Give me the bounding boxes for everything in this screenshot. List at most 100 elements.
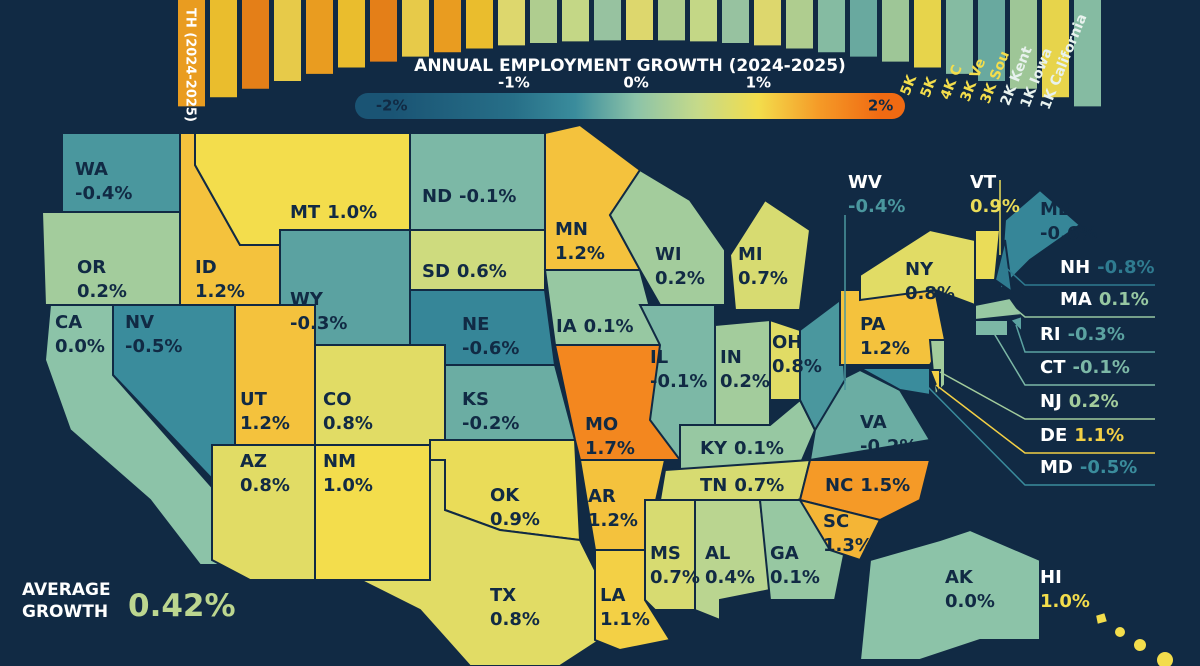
leader-line [935, 384, 1155, 454]
state-code: ND [422, 186, 452, 207]
state-value: 0.0% [945, 591, 995, 612]
state-code: NE [462, 314, 489, 335]
state-code: MI [738, 244, 763, 265]
decor-bar [498, 0, 525, 46]
state-value: 1.1% [1074, 425, 1124, 446]
state-code: WA [75, 159, 108, 180]
state-code: PA [860, 314, 886, 335]
state-value: -0.1% [459, 186, 516, 207]
state-shape [758, 499, 847, 601]
top-axis-label: TH (2024-2025) [183, 8, 198, 122]
state-value: -0.1% [650, 371, 707, 392]
state-code: TN [700, 475, 727, 496]
state-code: AK [945, 567, 974, 588]
state-value: 0.1% [584, 316, 634, 337]
state-value: 0.2% [655, 268, 705, 289]
decor-bar [210, 0, 237, 98]
decor-bar [978, 0, 1005, 81]
state-code: UT [240, 389, 268, 410]
state-shape [728, 198, 812, 311]
state-code: AR [588, 486, 616, 507]
state-code: OK [490, 485, 520, 506]
state-value: 1.5% [860, 475, 910, 496]
state-value: 0.7% [734, 475, 784, 496]
state-code: GA [770, 543, 799, 564]
state-code: KS [462, 389, 489, 410]
decor-bar [690, 0, 717, 42]
decor-bar [434, 0, 461, 53]
state-value: 0.4% [705, 567, 755, 588]
decor-bar [274, 0, 301, 81]
decor-bar [338, 0, 365, 68]
decor-bar [626, 0, 653, 40]
state-value: 1.7% [585, 438, 635, 459]
state-shape [359, 459, 601, 666]
decor-bar [594, 0, 621, 41]
state-code: TX [490, 585, 516, 606]
decor-bar [754, 0, 781, 46]
state-value: 0.1% [1099, 289, 1149, 310]
state-value: -0.2% [462, 413, 519, 434]
decor-bar [1074, 0, 1101, 107]
state-code: MD [1040, 457, 1073, 478]
state-value: 1.2% [240, 413, 290, 434]
state-value: -0.3% [290, 313, 347, 334]
decor-bar [946, 0, 973, 74]
state-code: KY [700, 438, 728, 459]
decor-bar [882, 0, 909, 62]
island [1134, 639, 1146, 651]
state-value: 0.8% [772, 356, 822, 377]
state-value: 1.0% [1040, 591, 1090, 612]
state-code: ID [195, 257, 217, 278]
state-code: MS [650, 543, 681, 564]
state-value: 0.2% [77, 281, 127, 302]
state-value: 1.2% [195, 281, 245, 302]
top-bar-label: 5K [918, 74, 941, 100]
state-value: 1.0% [327, 202, 377, 223]
state-value: 0.9% [970, 196, 1020, 217]
state-value: -0.6% [462, 338, 519, 359]
legend-tick-label: 0% [623, 74, 648, 92]
state-value: 0.0% [55, 336, 105, 357]
state-shape [858, 528, 1041, 661]
state-value: 1.2% [588, 510, 638, 531]
state-value: -0.6% [1040, 223, 1097, 244]
state-shape [859, 367, 931, 397]
state-value: 0.2% [720, 371, 770, 392]
state-code: NY [905, 259, 934, 280]
legend-bar [355, 93, 905, 119]
state-code: VT [970, 172, 997, 193]
decor-bar [914, 0, 941, 68]
state-value: -0.3% [1068, 324, 1125, 345]
state-value: -0.8% [1097, 257, 1154, 278]
state-value: 0.2% [1069, 391, 1119, 412]
island [1115, 627, 1125, 637]
state-shape [211, 444, 316, 581]
state-shape [798, 459, 932, 522]
state-shape [644, 499, 696, 611]
state-code: ME [1040, 199, 1070, 220]
leader-line [1011, 305, 1155, 318]
state-code: HI [1040, 567, 1062, 588]
state-code: WV [848, 172, 882, 193]
state-code: AL [705, 543, 730, 564]
legend-tick-label: 2% [868, 97, 893, 115]
state-value: -0.5% [1080, 457, 1137, 478]
state-shape [974, 319, 1009, 337]
decor-bar [466, 0, 493, 49]
state-value: 0.8% [323, 413, 373, 434]
state-value: -0.4% [75, 183, 132, 204]
leader-line [939, 371, 1155, 420]
decor-bar [242, 0, 269, 89]
state-value: 0.8% [240, 475, 290, 496]
state-value: 0.9% [490, 509, 540, 530]
state-value: 1.2% [555, 243, 605, 264]
state-code: RI [1040, 324, 1061, 345]
leader-line [924, 383, 1155, 486]
state-value: 0.1% [734, 438, 784, 459]
decor-bar [1042, 0, 1069, 98]
state-value: 0.7% [650, 567, 700, 588]
average-value: 0.42% [128, 588, 236, 624]
decor-bar [306, 0, 333, 74]
